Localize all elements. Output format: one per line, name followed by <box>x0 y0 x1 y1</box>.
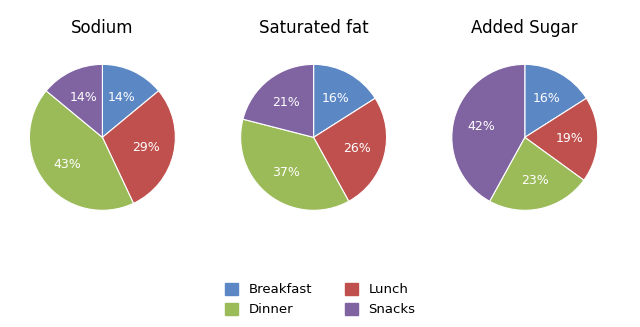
Title: Added Sugar: Added Sugar <box>472 19 578 37</box>
Wedge shape <box>452 64 525 201</box>
Title: Saturated fat: Saturated fat <box>259 19 369 37</box>
Text: 14%: 14% <box>108 91 135 104</box>
Wedge shape <box>314 64 375 137</box>
Text: 43%: 43% <box>53 158 81 171</box>
Wedge shape <box>102 64 159 137</box>
Text: 42%: 42% <box>468 120 495 133</box>
Wedge shape <box>46 64 102 137</box>
Wedge shape <box>29 91 134 210</box>
Wedge shape <box>490 137 584 210</box>
Title: Sodium: Sodium <box>71 19 134 37</box>
Legend: Breakfast, Dinner, Lunch, Snacks: Breakfast, Dinner, Lunch, Snacks <box>221 279 419 320</box>
Wedge shape <box>243 64 314 137</box>
Text: 14%: 14% <box>70 91 97 104</box>
Text: 16%: 16% <box>321 92 349 105</box>
Wedge shape <box>525 98 598 180</box>
Text: 19%: 19% <box>556 132 583 145</box>
Wedge shape <box>525 64 586 137</box>
Text: 23%: 23% <box>521 174 548 187</box>
Wedge shape <box>102 91 175 203</box>
Text: 16%: 16% <box>532 92 560 105</box>
Text: 26%: 26% <box>343 142 371 155</box>
Text: 29%: 29% <box>132 141 160 154</box>
Text: 21%: 21% <box>273 95 300 109</box>
Text: 37%: 37% <box>273 166 300 179</box>
Wedge shape <box>241 119 349 210</box>
Wedge shape <box>314 98 387 201</box>
